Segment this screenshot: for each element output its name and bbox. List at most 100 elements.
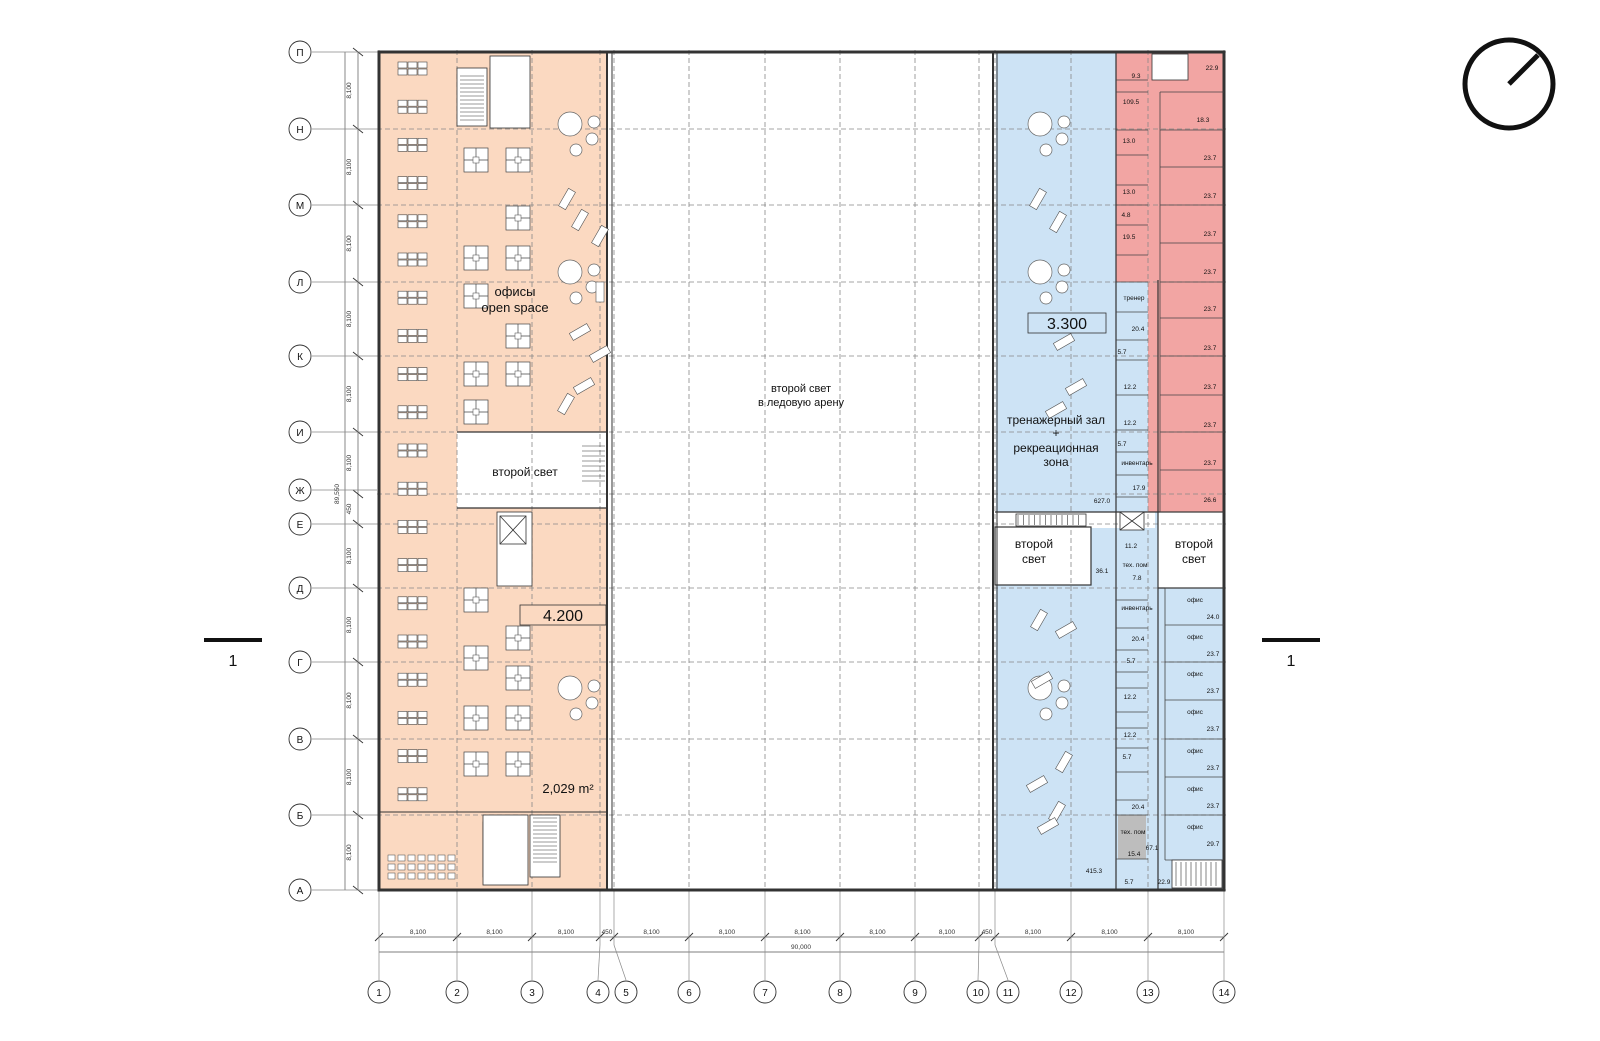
cafe-table [387,854,396,862]
col-axis-label: 2 [454,988,460,999]
row-axis-circle [288,650,312,674]
col-axis-circle [996,980,1020,1004]
row-axis-circle [288,420,312,444]
row-dim-label: 8,100 [346,547,353,564]
row-axis-circle [288,478,312,502]
row-dim-label: 8,100 [346,692,353,709]
red-office-area: 23.7 [1204,269,1217,276]
cafe-table [427,854,436,862]
labels: офисы open space второй свет 4.200 2,029… [481,284,1213,796]
col-axis-label: 4 [595,988,601,999]
col-dim-label: 8,100 [643,929,660,936]
col-axis-circle [520,980,544,1004]
office-area: 24.0 [1207,614,1220,621]
level-right: 3.300 [1047,316,1087,333]
room-5-7c: 5.7 [1126,658,1135,665]
section-markers: 1 1 [204,638,1320,670]
col-axis-label: 11 [1003,988,1014,999]
workstation-pod [505,751,531,777]
col-axis-label: 3 [529,988,535,999]
room-13-0a: 13.0 [1123,138,1136,145]
cafe-table [427,863,436,871]
row-axis-label: М [296,201,304,212]
walls [377,50,1226,892]
col-dim-label: 8,100 [794,929,811,936]
room-22-9-top: 22.9 [1206,65,1219,72]
cafe-table [387,863,396,871]
office-area: 23.7 [1207,765,1220,772]
col-axis-circle [828,980,852,1004]
row-axis-label: Л [297,278,304,289]
office-word: офис [1187,709,1204,716]
col-axis-leader [597,944,601,981]
col-dim-label: 8,100 [486,929,503,936]
offices-title: офисы [494,284,535,299]
col-axis-label: 12 [1065,988,1077,999]
col-axis-label: 10 [972,988,984,999]
room-627-0: 627.0 [1094,498,1111,505]
col-axis-label: 7 [762,988,768,999]
red-office-area: 23.7 [1204,231,1217,238]
col-axis-label: 14 [1218,988,1230,999]
office-area: 23.7 [1207,726,1220,733]
room-11-2: 11.2 [1125,543,1138,550]
office-area: 23.7 [1207,651,1220,658]
north-arrow-icon [1462,37,1556,131]
area-left: 2,029 m² [542,781,594,796]
workstation-pod [505,205,531,231]
workstation-pod [463,147,489,173]
room-12-2d: 12.2 [1124,732,1137,739]
row-axis-circle [288,270,312,294]
col-axis-circle [367,980,391,1004]
total-width-label: 90,000 [791,944,811,951]
level-right-box [1027,312,1107,334]
cafe-table [397,854,406,862]
row-dim-label: 8,100 [346,385,353,402]
office-area: 23.7 [1207,803,1220,810]
room-19-5: 19.5 [1123,234,1136,241]
room-18-3: 18.3 [1197,117,1210,124]
row-axis-label: Г [297,658,303,669]
room-tech-mid: тех. пом [1123,562,1148,569]
workstation-pod [505,665,531,691]
row-axis-label: В [297,735,304,746]
gym-label-4: зона [1043,455,1069,469]
row-axis-label: И [296,428,303,439]
red-office-area: 23.7 [1204,460,1217,467]
row-dim-label: 8,100 [346,454,353,471]
row-axis-circle [288,193,312,217]
room-4-8: 4.8 [1121,212,1130,219]
col-axis-leader [613,944,627,981]
row-axis-circle [288,117,312,141]
tech-room-grey [1118,815,1146,859]
stair-treads [460,75,1217,886]
room-17-9: 17.9 [1133,485,1146,492]
red-office-area: 23.7 [1204,384,1217,391]
col-axis-circle [1212,980,1236,1004]
section-left-label: 1 [229,653,238,670]
cafe-table [407,863,416,871]
furniture [387,61,1087,880]
room-20-4-top: 20.4 [1132,326,1145,333]
row-dim-label: 8,100 [346,158,353,175]
room-22-9-bottom: 22.9 [1158,879,1171,886]
room-12-2b: 12.2 [1124,420,1137,427]
room-415-3: 415.3 [1086,868,1103,875]
office-word: офис [1187,634,1204,641]
workstation-pod [463,361,489,387]
room-labels: 22.9 9.3 109.5 18.3 13.0 13.0 4.8 19.5 т… [1086,65,1219,886]
room-12-2a: 12.2 [1124,384,1137,391]
col-axis-leader [977,944,980,981]
row-dim-label: 8,100 [346,235,353,252]
office-word: офис [1187,748,1204,755]
gym-label-2: + [1052,426,1059,440]
workstation-pod [505,245,531,271]
col-axis-circle [753,980,777,1004]
room-13-0b: 13.0 [1123,189,1136,196]
row-axis-label: Е [297,520,304,531]
workstation-pod [505,361,531,387]
section-right-label: 1 [1287,653,1296,670]
room-inventory-bottom: инвентарь [1121,605,1153,612]
col-dim-label: 8,100 [869,929,886,936]
workstation-pod [505,705,531,731]
